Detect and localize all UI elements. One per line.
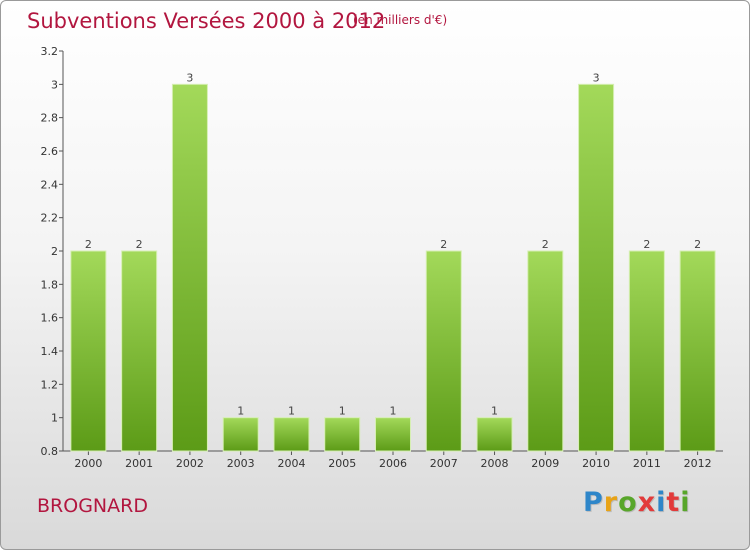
logo-letter: t (666, 487, 681, 518)
x-tick-label: 2001 (125, 457, 153, 470)
bar-2003[interactable] (222, 417, 259, 452)
data-label: 1 (288, 405, 295, 418)
bar-2002[interactable] (171, 83, 208, 452)
x-tick-label: 2006 (379, 457, 407, 470)
x-tick-label: 2010 (582, 457, 610, 470)
y-tick-label: 0.8 (41, 445, 59, 458)
data-label: 2 (643, 238, 650, 251)
y-tick-label: 2.2 (41, 212, 59, 225)
y-tick-label: 1.4 (41, 345, 59, 358)
bar-2012[interactable] (679, 250, 716, 452)
data-labels: 2 2 3 1 1 1 1 2 1 2 3 2 2 (85, 71, 701, 417)
y-tick-label: 2.4 (41, 178, 59, 191)
data-label: 2 (136, 238, 143, 251)
bar-2009[interactable] (527, 250, 564, 452)
data-label: 1 (237, 405, 244, 418)
x-tick-label: 2007 (430, 457, 458, 470)
data-label: 1 (491, 405, 498, 418)
logo-letter: o (618, 487, 638, 518)
bar-2010[interactable] (578, 83, 615, 452)
x-tick-label: 2005 (328, 457, 356, 470)
x-axis: 2000 2001 2002 2003 2004 2005 2006 2007 2008 2009… (63, 450, 723, 470)
data-label: 3 (186, 71, 193, 84)
bar-2005[interactable] (324, 417, 361, 452)
y-tick-label: 2 (51, 245, 58, 258)
bar-2006[interactable] (375, 417, 411, 452)
data-label: 1 (339, 405, 346, 418)
logo-letter: x (637, 487, 657, 518)
y-tick-label: 1 (51, 412, 58, 425)
x-tick-label: 2011 (633, 457, 661, 470)
proxiti-logo[interactable]: Proxiti (583, 487, 691, 518)
bar-2000[interactable] (70, 250, 107, 452)
logo-letter: P (583, 487, 604, 518)
logo-letter: i (680, 487, 691, 518)
x-tick-label: 2008 (481, 457, 509, 470)
x-tick-label: 2002 (176, 457, 204, 470)
y-axis: 0.8 1 1.2 1.4 1.6 1.8 2 2.2 2.4 2.6 2.8 3 3.2 (41, 45, 64, 458)
bar-2001[interactable] (121, 250, 158, 452)
place-name: BROGNARD (37, 495, 148, 517)
data-label: 2 (542, 238, 549, 251)
y-tick-label: 1.8 (41, 278, 59, 291)
bar-2011[interactable] (628, 250, 665, 452)
data-label: 2 (694, 238, 701, 251)
y-tick-label: 2.8 (41, 112, 59, 125)
x-tick-label: 2004 (277, 457, 305, 470)
bar-2008[interactable] (476, 417, 513, 452)
x-tick-label: 2009 (531, 457, 559, 470)
y-tick-label: 1.2 (41, 378, 59, 391)
bars (70, 83, 716, 452)
y-tick-label: 3.2 (41, 45, 59, 58)
y-tick-label: 3 (51, 78, 58, 91)
data-label: 2 (85, 238, 92, 251)
data-label: 3 (593, 71, 600, 84)
chart-title: Subventions Versées 2000 à 2012 (27, 9, 386, 33)
x-tick-label: 2012 (684, 457, 712, 470)
chart-subtitle: (en milliers d'€) (353, 13, 448, 27)
x-tick-label: 2003 (227, 457, 255, 470)
y-tick-label: 1.6 (41, 312, 59, 325)
bar-2004[interactable] (273, 417, 310, 452)
logo-letter: i (656, 487, 667, 518)
data-label: 1 (390, 405, 397, 418)
x-tick-label: 2000 (74, 457, 102, 470)
data-label: 2 (440, 238, 447, 251)
y-tick-label: 2.6 (41, 145, 59, 158)
logo-letter: r (603, 487, 619, 518)
bar-2007[interactable] (425, 250, 462, 452)
